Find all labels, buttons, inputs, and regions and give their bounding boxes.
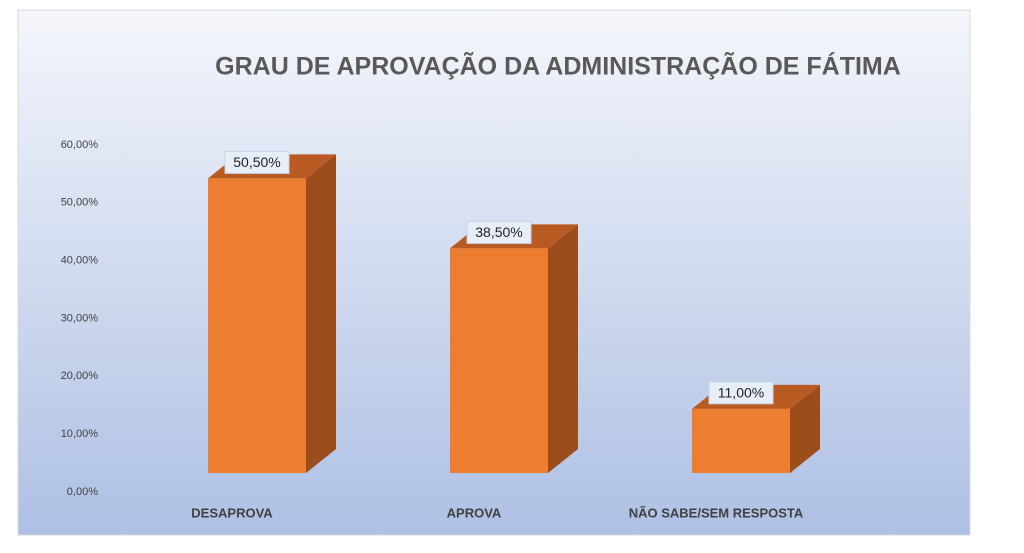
- value-label-box: [466, 220, 532, 244]
- y-tick-label: 30,00%: [61, 312, 99, 324]
- x-tick-label: APROVA: [447, 505, 502, 520]
- y-tick-label: 0,00%: [67, 486, 98, 498]
- y-tick-label: 10,00%: [61, 428, 99, 440]
- value-label: 11,00%: [718, 385, 764, 401]
- y-tick-label: 50,00%: [61, 197, 99, 209]
- y-tick-label: 40,00%: [61, 255, 99, 267]
- bar-side: [548, 224, 578, 473]
- y-tick-label: 20,00%: [61, 370, 99, 382]
- value-label-box: [708, 381, 774, 405]
- bar-side: [306, 154, 336, 473]
- value-label: 50,50%: [233, 154, 280, 170]
- bar-side: [790, 384, 820, 473]
- x-tick-label: DESAPROVA: [191, 505, 273, 520]
- bar: [450, 248, 548, 473]
- y-tick-label: 60,00%: [61, 139, 99, 151]
- chart-title: GRAU DE APROVAÇÃO DA ADMINISTRAÇÃO DE FÁ…: [215, 51, 901, 81]
- value-label-box: [224, 150, 290, 174]
- bar: [692, 408, 790, 473]
- x-tick-label: NÃO SABE/SEM RESPOSTA: [629, 505, 804, 520]
- bar: [208, 178, 306, 473]
- value-label: 38,50%: [475, 224, 522, 240]
